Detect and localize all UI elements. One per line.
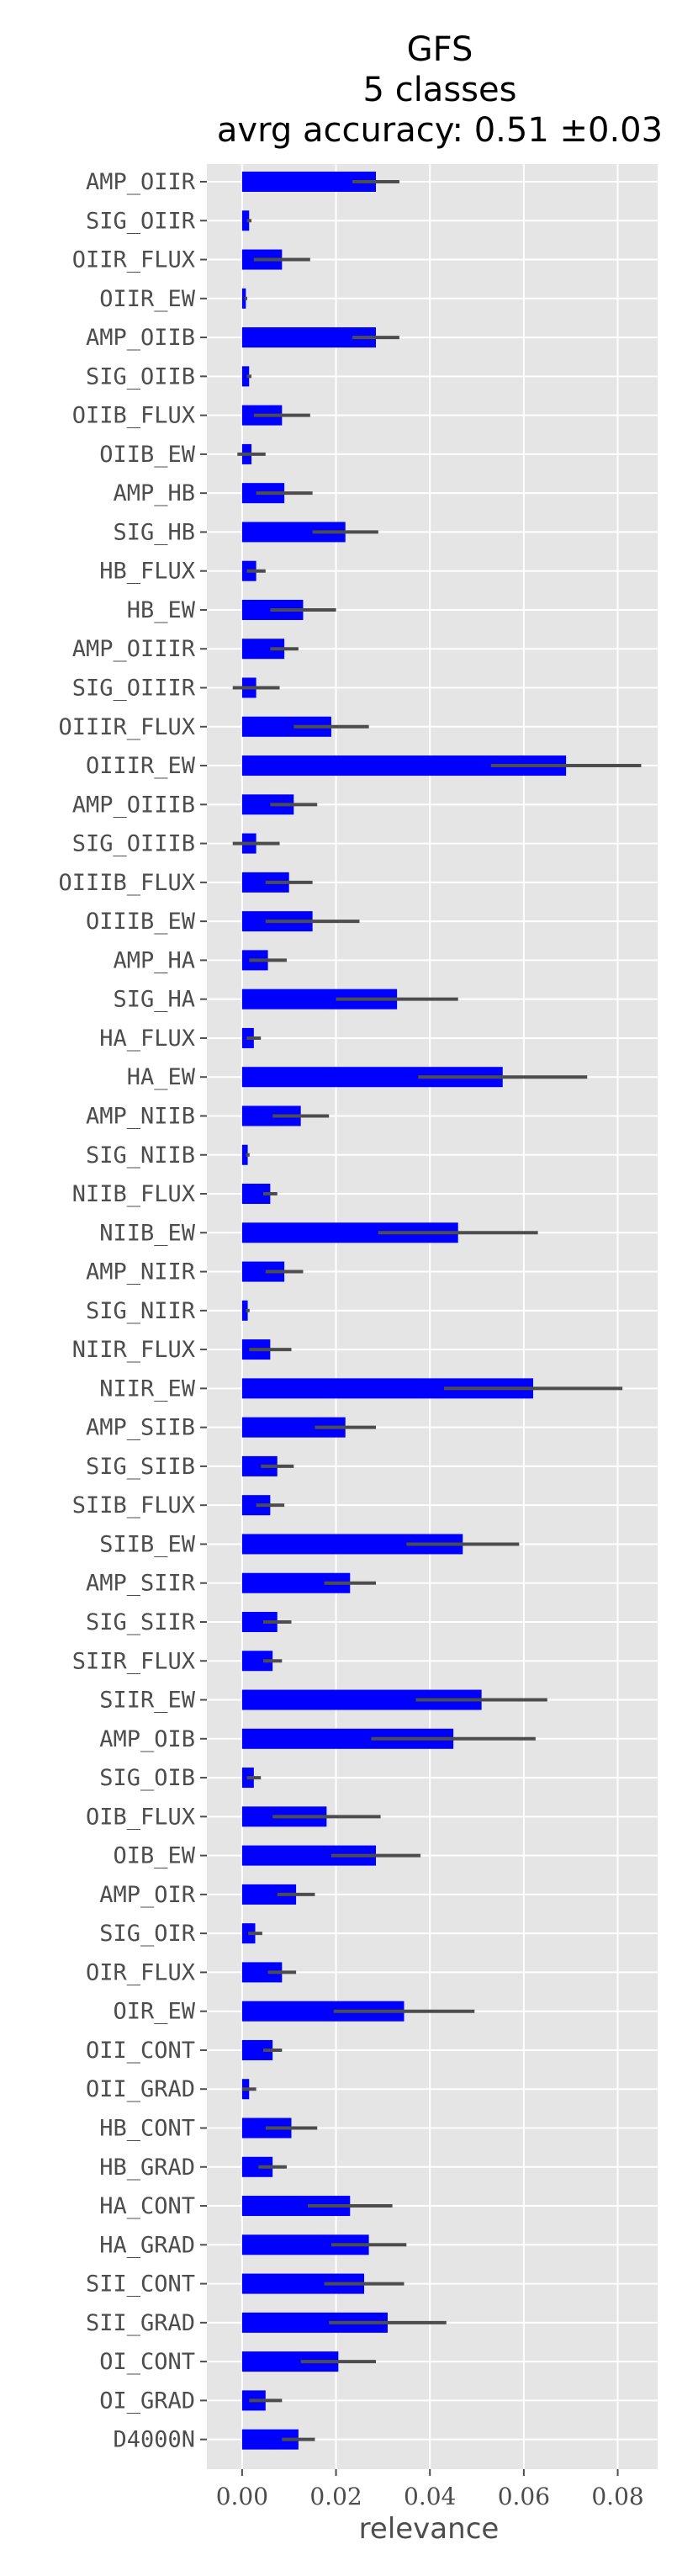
- y-tick-label: SIG_NIIR: [86, 1298, 196, 1324]
- y-tick-label: AMP_OIIIR: [72, 636, 196, 662]
- y-tick-label: SIIR_FLUX: [72, 1648, 195, 1674]
- y-tick-label: SIIR_EW: [99, 1688, 196, 1714]
- y-tick-label: HB_FLUX: [99, 559, 195, 585]
- x-axis: 0.00 0.02 0.04 0.06 0.08: [216, 2469, 644, 2510]
- y-tick-label: OIR_EW: [113, 1999, 195, 2025]
- y-tick-label: AMP_HB: [113, 480, 195, 506]
- y-tick-label: NIIB_FLUX: [72, 1181, 195, 1207]
- y-tick-label: SIG_NIIB: [86, 1142, 195, 1169]
- y-tick-label: HA_FLUX: [99, 1026, 195, 1052]
- chart-title-line-3: avrg accuracy: 0.51 ±0.03: [217, 111, 663, 150]
- y-tick-label: HB_EW: [127, 597, 196, 623]
- y-tick-label: OI_GRAD: [99, 2388, 195, 2414]
- y-tick-label: SIG_SIIB: [86, 1454, 195, 1480]
- y-tick-label: SIG_OIR: [99, 1921, 196, 1947]
- y-tick-label: OIIIB_FLUX: [58, 870, 195, 896]
- y-tick-label: HA_EW: [127, 1064, 196, 1090]
- y-tick-label: OIR_FLUX: [86, 1959, 195, 1985]
- chart-title-line-2: 5 classes: [363, 71, 517, 109]
- y-tick-label: OIIB_EW: [99, 442, 196, 468]
- y-tick-label: AMP_NIIB: [86, 1103, 195, 1129]
- y-tick-label: SIG_SIIR: [86, 1609, 196, 1635]
- y-tick-label: SII_CONT: [86, 2271, 195, 2298]
- y-tick-label: SII_GRAD: [86, 2310, 195, 2336]
- y-tick-label: HB_GRAD: [99, 2155, 195, 2181]
- y-tick-label: SIG_OIB: [99, 1765, 195, 1791]
- y-tick-label: SIIB_EW: [99, 1531, 196, 1557]
- bar: [241, 288, 246, 309]
- y-axis: AMP_OIIR SIG_OIIR OIIR_FLUX OIIR_EW AMP_OIIB…: [58, 169, 207, 2453]
- y-tick-label: AMP_HA: [113, 947, 195, 973]
- y-tick-label: AMP_OIIIB: [72, 792, 195, 818]
- plot-area: [207, 164, 658, 2469]
- y-tick-label: SIG_OIIIB: [72, 831, 195, 857]
- y-tick-label: SIG_OIIR: [86, 208, 196, 234]
- y-tick-label: NIIR_FLUX: [72, 1337, 195, 1363]
- y-tick-label: OIB_FLUX: [86, 1804, 195, 1830]
- y-tick-label: AMP_OIR: [99, 1882, 196, 1908]
- bar: [241, 210, 250, 231]
- y-tick-label: OI_CONT: [99, 2349, 195, 2375]
- y-tick-label: HB_CONT: [99, 2116, 195, 2142]
- y-tick-label: AMP_SIIB: [86, 1415, 195, 1441]
- y-tick-label: HA_GRAD: [99, 2232, 195, 2258]
- chart-title-line-1: GFS: [407, 30, 473, 69]
- y-tick-label: OIIIB_EW: [86, 909, 196, 935]
- y-tick-label: OII_GRAD: [86, 2076, 195, 2102]
- y-tick-label: D4000N: [113, 2427, 195, 2453]
- y-tick-label: OIIB_FLUX: [72, 403, 195, 429]
- y-tick-label: OIIR_FLUX: [72, 247, 195, 273]
- y-tick-label: NIIB_EW: [99, 1220, 196, 1246]
- y-tick-label: SIG_OIIB: [86, 363, 195, 390]
- y-tick-label: SIG_HA: [113, 987, 195, 1013]
- y-tick-label: OIB_EW: [113, 1843, 195, 1869]
- error-bars-group: [232, 180, 642, 2441]
- y-tick-label: AMP_NIIR: [86, 1259, 196, 1285]
- x-axis-label: relevance: [359, 2512, 500, 2546]
- y-tick-label: HA_CONT: [99, 2193, 195, 2219]
- x-tick-label: 0.06: [498, 2483, 550, 2510]
- y-tick-label: OIIR_EW: [99, 286, 196, 312]
- bars-group: [241, 172, 567, 2450]
- y-tick-label: SIIB_FLUX: [72, 1492, 195, 1519]
- y-tick-label: OIIIR_EW: [86, 753, 196, 779]
- y-tick-label: AMP_OIIB: [86, 325, 195, 351]
- y-tick-label: NIIR_EW: [99, 1375, 196, 1402]
- bar: [241, 1144, 248, 1165]
- x-tick-label: 0.04: [404, 2483, 456, 2510]
- y-tick-label: AMP_OIB: [99, 1726, 195, 1752]
- y-tick-label: SIG_OIIIR: [72, 676, 196, 702]
- bar: [241, 366, 250, 387]
- y-tick-label: OIIIR_FLUX: [58, 714, 195, 740]
- x-tick-label: 0.00: [216, 2483, 268, 2510]
- y-tick-label: AMP_SIIR: [86, 1571, 196, 1597]
- y-tick-label: AMP_OIIR: [86, 169, 196, 195]
- x-tick-label: 0.02: [309, 2483, 362, 2510]
- bar: [241, 1300, 248, 1321]
- x-tick-label: 0.08: [591, 2483, 643, 2510]
- y-tick-label: OII_CONT: [86, 2038, 195, 2064]
- y-tick-label: SIG_HB: [113, 519, 195, 545]
